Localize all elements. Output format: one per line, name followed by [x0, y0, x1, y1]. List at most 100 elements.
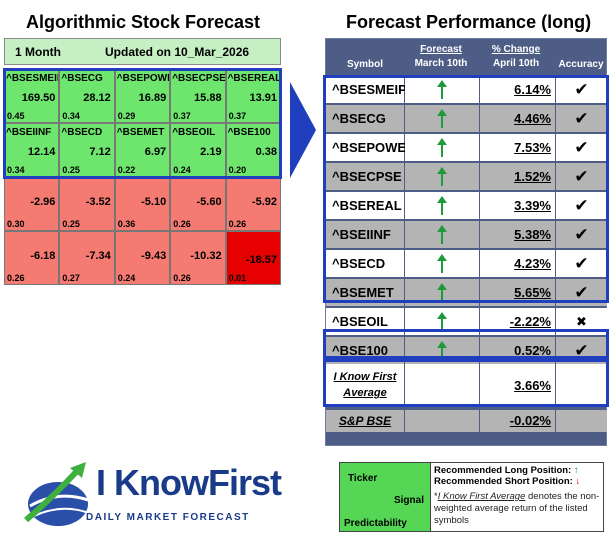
cell-predictability: 0.24 [117, 273, 136, 283]
legend-signal: Signal [393, 495, 424, 506]
performance-row: ^BSECPSE 1.52% ✔ [326, 163, 608, 191]
cell-predictability: 0.37 [228, 111, 247, 121]
average-row: I Know First Average 3.66% [326, 364, 608, 407]
pointer-arrow-icon [290, 82, 316, 178]
check-icon: ✔ [556, 163, 607, 190]
row-change: 5.38% [480, 221, 555, 248]
cell-predictability: 0.37 [173, 111, 191, 121]
globe-logo-icon [24, 462, 89, 526]
row-symbol: ^BSEIINF [326, 221, 404, 248]
logo-wordmark: I KnowFirst [96, 462, 282, 503]
cell-symbol: ^BSEIINF [6, 127, 52, 138]
forecast-period: 1 Month [15, 45, 61, 59]
performance-row: ^BSE100 0.52% ✔ [326, 337, 608, 365]
benchmark-row: S&P BSE -0.02% [326, 410, 608, 433]
cell-predictability: 0.34 [62, 111, 80, 121]
legend-long-note: Recommended Long Position: ↑ [434, 465, 579, 477]
cell-signal: -5.10 [141, 196, 167, 208]
forecast-cell: ^BSESMEIPO 169.50 0.45 [4, 69, 60, 123]
performance-title: Forecast Performance (long) [346, 12, 592, 32]
cell-predictability: 0.25 [62, 219, 80, 229]
forecast-cell: -3.52 0.25 [59, 177, 115, 231]
forecast-cell: ^BSEPOWER 16.890.29 [114, 69, 171, 123]
down-arrow-icon: ↓ [575, 476, 581, 487]
legend-notes: Recommended Long Position: ↑ Recommended… [432, 463, 603, 531]
header-forecast: Forecast March 10th [404, 39, 478, 76]
performance-row: ^BSEIINF 5.38% ✔ [326, 221, 608, 249]
up-arrow-icon [437, 167, 447, 187]
row-symbol: ^BSEPOWER [326, 134, 415, 161]
legend-short-note: Recommended Short Position: ↓ [434, 476, 580, 488]
cell-symbol: ^BSECG [61, 73, 103, 84]
cell-predictability: 0.26 [173, 273, 191, 283]
row-change: 6.14% [480, 76, 555, 103]
cell-symbol: ^BSEPOWER [116, 73, 169, 84]
forecast-cell: ^BSEREAL 13.91 0.37 [225, 69, 281, 123]
row-forecast [405, 105, 479, 132]
legend-predictability: Predictability [344, 518, 407, 529]
performance-row: ^BSECG 4.46% ✔ [326, 105, 608, 133]
check-icon: ✔ [556, 250, 607, 277]
forecast-header: 1 Month Updated on 10_Mar_2026 [4, 38, 281, 65]
cell-signal: -5.92 [251, 196, 277, 208]
cell-predictability: 0.26 [7, 273, 25, 283]
performance-row: ^BSEMET 5.65% ✔ [326, 279, 608, 307]
row-symbol: ^BSEMET [326, 279, 404, 306]
benchmark-change: -0.02% [480, 410, 555, 432]
cell-predictability: 0.36 [117, 219, 136, 229]
average-change: 3.66% [480, 364, 555, 407]
row-change: 0.52% [480, 337, 555, 364]
legend-average-note: *I Know First Average denotes the non-we… [434, 491, 600, 526]
cell-signal: -9.43 [141, 250, 167, 262]
row-change: 4.23% [480, 250, 555, 277]
cell-predictability: 0.26 [173, 219, 191, 229]
row-change: -2.22% [480, 308, 555, 335]
cell-signal: 15.88 [194, 92, 222, 104]
forecast-cell: -7.34 0.27 [59, 231, 115, 285]
cell-signal: 16.89 [138, 92, 167, 104]
cell-signal: 12.14 [27, 146, 56, 158]
performance-row: ^BSEREAL 3.39% ✔ [326, 192, 608, 220]
legend-box: Ticker Signal Predictability Recommended… [339, 462, 604, 532]
logo-tagline: DAILY MARKET FORECAST [86, 512, 250, 523]
row-change: 5.65% [480, 279, 555, 306]
row-forecast [405, 308, 479, 335]
forecast-cell: -9.43 0.24 [114, 231, 171, 285]
average-accuracy-cell [556, 364, 607, 407]
cell-predictability: 0.45 [7, 111, 25, 121]
check-icon: ✔ [556, 279, 607, 306]
legend-average-desc: denotes the non-weighted average return … [434, 491, 600, 526]
cell-signal: 169.50 [21, 92, 56, 104]
forecast-cell: ^BSEOIL 2.19 0.24 [170, 123, 226, 177]
forecast-cell: -18.57 0.01 [225, 231, 281, 285]
forecast-cell: ^BSE100 0.38 0.20 [225, 123, 281, 177]
cell-symbol: ^BSEMET [116, 127, 165, 138]
benchmark-label: S&P BSE [326, 410, 404, 432]
cell-signal: -18.57 [245, 254, 277, 266]
row-forecast [405, 76, 479, 103]
up-arrow-icon [437, 138, 447, 158]
header-change: % Change April 10th [478, 39, 554, 76]
check-icon: ✔ [556, 221, 607, 248]
row-change: 3.39% [480, 192, 555, 219]
cell-signal: 28.12 [83, 92, 111, 104]
up-arrow-icon [437, 225, 447, 245]
company-logo: I KnowFirst DAILY MARKET FORECAST [20, 460, 282, 535]
header-forecast-label: Forecast [420, 44, 462, 55]
cell-predictability: 0.30 [7, 219, 25, 229]
forecast-cell: -5.10 0.36 [114, 177, 171, 231]
check-icon: ✔ [556, 105, 607, 132]
cell-predictability: 0.27 [62, 273, 80, 283]
forecast-title: Algorithmic Stock Forecast [26, 12, 261, 32]
up-arrow-icon [437, 312, 447, 332]
cell-predictability: 0.26 [228, 219, 247, 229]
legend-sample-cell: Ticker Signal Predictability [340, 463, 431, 531]
cell-predictability: 0.25 [62, 165, 80, 175]
cross-icon: ✖ [556, 308, 607, 335]
row-forecast [405, 279, 479, 306]
legend-long-text: Recommended Long Position: [434, 465, 572, 476]
cell-signal: -5.60 [196, 196, 222, 208]
cell-predictability: 0.01 [228, 273, 247, 283]
up-arrow-icon [437, 254, 447, 274]
up-arrow-icon [437, 341, 447, 361]
